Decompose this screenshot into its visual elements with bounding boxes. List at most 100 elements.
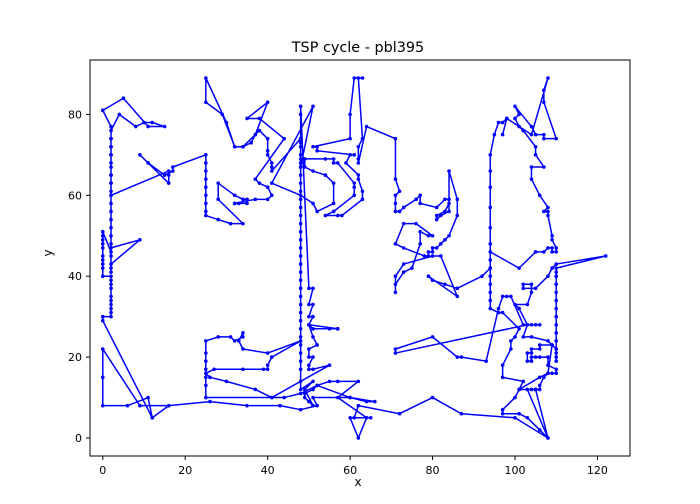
data-point [307,347,311,351]
data-point [298,246,303,250]
data-point [311,326,315,331]
data-point [348,415,352,420]
data-point [282,136,286,141]
data-point [265,351,270,355]
data-point [138,153,142,157]
data-point [327,379,332,384]
data-point [228,335,233,339]
data-point [323,157,328,161]
data-point [426,254,431,258]
data-point [133,124,138,129]
data-point [529,351,534,355]
data-point [138,238,142,242]
data-point [298,181,303,185]
data-point [100,274,105,279]
data-point [298,104,303,109]
data-point [298,387,303,392]
data-point [537,355,542,359]
data-point [311,314,315,319]
data-point [224,379,229,384]
data-point [298,193,303,198]
data-point [554,246,559,250]
data-point [393,209,398,214]
data-point [298,238,303,242]
data-point [298,197,303,202]
data-point [550,250,554,254]
data-point [146,395,150,400]
data-point [204,371,208,376]
data-point [546,371,550,376]
data-point [529,387,534,392]
data-point [298,318,303,323]
data-point [344,161,348,165]
data-point [517,411,521,416]
data-point [298,112,303,117]
data-point [525,359,530,363]
data-point [335,213,340,218]
data-point [307,286,311,291]
data-point [393,351,398,355]
data-point [298,335,303,339]
data-point [521,286,526,291]
data-point [546,436,550,440]
data-point [298,339,303,343]
data-point [204,209,208,214]
data-point [401,246,406,250]
data-point [311,355,315,359]
data-point [484,359,488,363]
y-tick-label: 60 [68,189,82,202]
data-point [455,213,460,218]
data-point [513,116,517,121]
data-point [525,387,530,392]
data-point [393,290,398,295]
data-point [298,157,303,161]
data-point [550,246,554,250]
data-point [533,286,538,291]
data-point [216,335,220,339]
data-point [109,209,113,214]
data-point [554,314,559,319]
data-point [311,144,315,149]
data-point [117,112,122,117]
data-point [554,282,559,287]
data-point [455,294,460,299]
data-point [537,375,542,380]
data-point [513,335,517,339]
data-point [216,181,220,185]
data-point [401,221,406,226]
data-point [393,177,398,181]
data-point [525,415,530,420]
data-point [228,221,233,226]
data-point [533,322,538,327]
data-point [554,359,559,363]
data-point [109,128,113,133]
data-point [150,415,155,420]
data-point [216,197,220,202]
data-point [546,355,550,359]
data-point [100,262,105,266]
plot-area [100,76,608,440]
data-point [232,201,237,206]
data-point [414,197,418,202]
data-point [298,270,303,274]
data-point [434,246,439,250]
data-point [204,383,208,388]
data-point [554,270,559,274]
data-point [315,144,319,149]
data-point [550,266,554,270]
data-point [298,407,303,412]
data-point [307,363,311,367]
data-point [298,262,303,266]
data-point [352,185,357,190]
data-point [356,173,361,177]
data-point [204,161,208,165]
data-point [208,399,212,404]
data-point [265,100,270,105]
data-point [554,298,559,303]
data-point [443,197,447,202]
data-point [496,306,501,311]
data-point [348,112,352,117]
data-point [241,347,245,351]
data-point [352,193,357,198]
data-point [525,322,530,327]
